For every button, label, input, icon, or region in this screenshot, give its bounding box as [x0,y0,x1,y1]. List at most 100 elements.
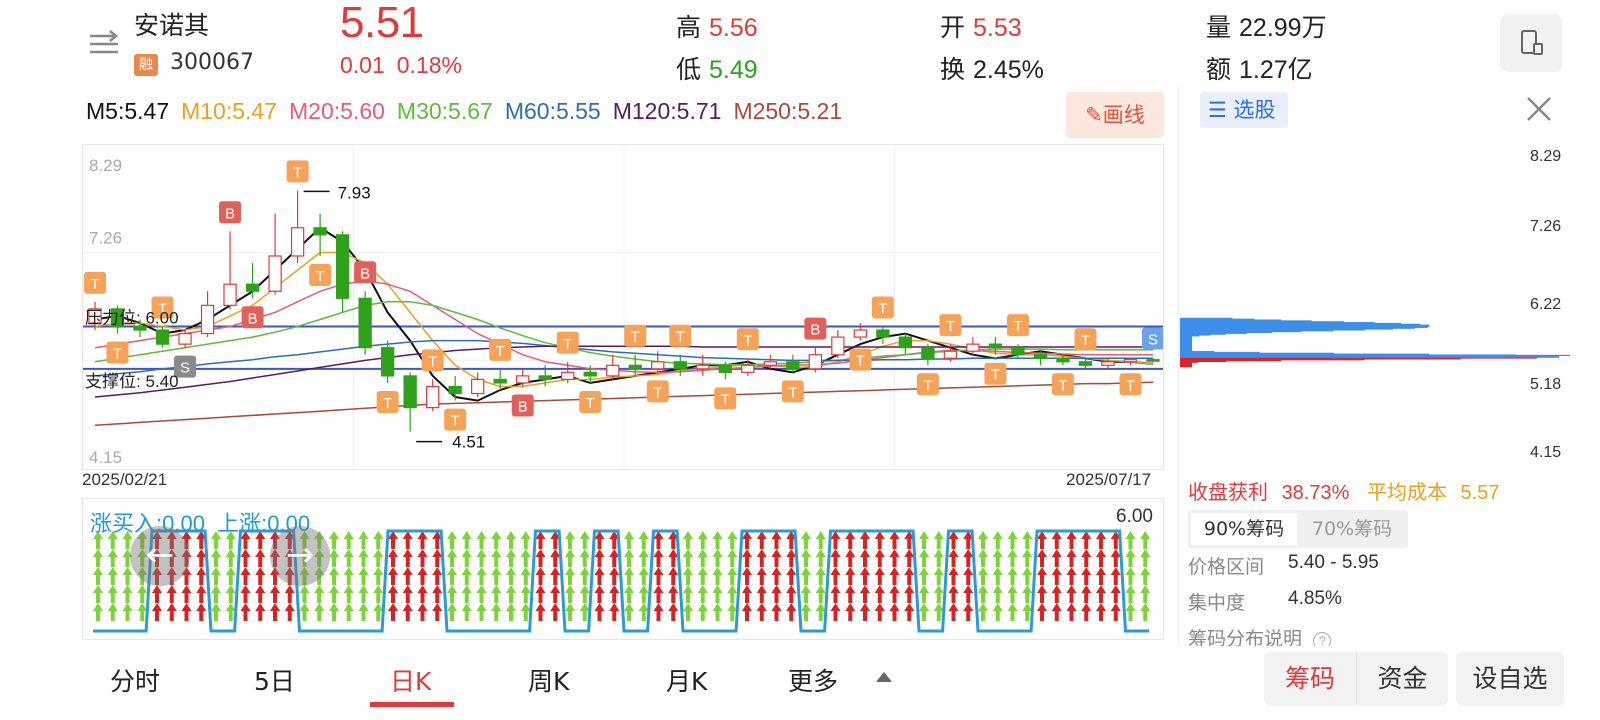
indicator-arrow [196,567,207,575]
open-value: 5.53 [973,14,1022,42]
indicator-arrow [830,585,841,593]
indicator-stem [464,557,469,567]
ma-legend-item: M10:5.47 [181,98,278,124]
indicator-stem [671,575,676,585]
indicator-stem [1025,611,1030,621]
tab-70-percent[interactable]: 70%筹码 [1311,518,1393,540]
indicator-stem [420,557,425,567]
indicator-stem [833,593,838,603]
indicator-stem [199,611,204,621]
indicator-stem [494,557,499,567]
indicator-arrow [904,567,915,575]
tab-more[interactable]: 更多 [788,667,839,696]
indicator-arrow [255,603,266,611]
select-stock-button[interactable]: ☰ 选股 [1200,92,1288,128]
indicator-stem [184,539,189,549]
indicator-arrow [889,531,900,539]
tab-monthly-k[interactable]: 月K [666,667,708,696]
signal-letter: T [923,377,932,394]
max-price-label: 7.93 [338,183,371,202]
ma-legend-item: M60:5.55 [504,98,601,124]
scroll-right-button[interactable]: → [270,526,330,586]
indicator-stem [700,557,705,567]
indicator-stem [671,593,676,603]
indicator-stem [951,539,956,549]
indicator-stem [641,539,646,549]
indicator-stem [317,593,322,603]
indicator-stem [110,539,115,549]
indicator-stem [523,575,528,585]
signal-letter: T [451,413,460,430]
funds-button[interactable]: 资金 [1356,652,1448,706]
concentration-value: 4.85% [1288,588,1342,609]
signal-letter: T [788,384,797,401]
caret-up-icon[interactable] [876,672,892,682]
indicator-arrow [181,585,192,593]
menu-switch-icon[interactable] [88,28,120,58]
candle-body [628,364,642,370]
chip-explain-label: 筹码分布说明 [1188,629,1303,650]
indicator-arrow [166,549,177,557]
indicator-stem [568,611,572,621]
indicator-arrow [1110,603,1121,611]
tab-90-percent[interactable]: 90%筹码 [1191,513,1297,545]
indicator-arrow [919,531,929,539]
signal-letter: T [293,164,302,181]
active-tab-indicator [370,702,454,707]
indicator-stem [1069,557,1074,567]
scroll-left-button[interactable]: ← [130,526,190,586]
indicator-arrow [756,567,767,575]
indicator-stem [110,593,115,603]
signal-badge [219,201,242,224]
indicator-arrow [181,549,192,557]
add-watchlist-button[interactable]: 设自选 [1456,652,1564,706]
candle-body [921,347,935,359]
indicator-stem [907,593,912,603]
signal-badge [106,341,129,364]
tab-5day[interactable]: 5日 [254,667,295,696]
indicator-subchart[interactable] [82,498,1164,640]
candle-body [673,361,687,370]
signal-letter: T [721,391,730,408]
landscape-toggle-button[interactable] [1500,14,1562,72]
tab-intraday[interactable]: 分时 [110,667,161,696]
indicator-arrow [343,585,354,593]
tab-weekly-k[interactable]: 周K [528,667,570,696]
indicator-stem [641,575,646,585]
indicator-arrow [948,603,959,611]
tab-daily-k[interactable]: 日K [390,667,432,696]
stock-header: 安诺其 融 300067 5.51 0.01 0.18% 高 5.56 低 5.49 … [0,0,1600,86]
indicator-arrow [196,585,207,593]
indicator-stem [317,611,322,621]
indicator-arrow [1037,531,1047,539]
indicator-arrow [417,567,428,575]
indicator-arrow [535,531,546,539]
volume-value: 22.99万 [1239,14,1327,42]
signal-letter: T [1126,377,1135,394]
indicator-stem [228,575,233,585]
indicator-arrow [284,549,295,557]
indicator-stem [745,575,749,585]
chips-button[interactable]: 筹码 [1264,652,1356,706]
indicator-stem [863,611,867,621]
indicator-buy-label: 涨买入:0.00 [90,511,205,536]
concentration-row: 集中度 4.85% [1188,588,1342,615]
indicator-stem [730,593,735,603]
indicator-arrow [963,531,974,539]
indicator-arrow [373,531,384,539]
candle-body [606,364,620,377]
signal-letter: T [631,329,640,346]
indicator-arrow [653,585,664,593]
indicator-arrow [181,567,192,575]
close-icon[interactable] [1522,92,1556,126]
indicator-stem [1069,575,1074,585]
indicator-stem [568,539,572,549]
kline-chart[interactable]: 8.29 7.26 4.15 T T T S B B T T B T T T T B T T T T T T T T B T T T T T… [82,144,1164,470]
indicator-stem [1040,575,1044,585]
indicator-arrow [93,531,103,539]
indicator-stem [1069,611,1074,621]
indicator-arrow [388,549,398,557]
indicator-arrow [506,549,516,557]
draw-line-button[interactable]: ✎画线 [1066,92,1164,138]
indicator-arrow [830,531,841,539]
